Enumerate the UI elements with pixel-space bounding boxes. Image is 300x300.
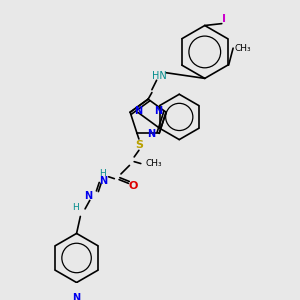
Text: O: O bbox=[128, 181, 138, 191]
Text: N: N bbox=[84, 191, 92, 201]
Text: H: H bbox=[99, 169, 105, 178]
Text: H: H bbox=[72, 203, 79, 212]
Text: CH₃: CH₃ bbox=[146, 159, 162, 168]
Text: I: I bbox=[222, 14, 226, 24]
Text: CH₃: CH₃ bbox=[234, 44, 251, 53]
Text: N: N bbox=[99, 176, 107, 185]
Text: S: S bbox=[135, 140, 143, 150]
Text: N: N bbox=[154, 106, 163, 116]
Text: N: N bbox=[148, 129, 156, 139]
Text: N: N bbox=[73, 292, 81, 300]
Text: N: N bbox=[134, 106, 142, 116]
Text: HN: HN bbox=[152, 70, 167, 80]
